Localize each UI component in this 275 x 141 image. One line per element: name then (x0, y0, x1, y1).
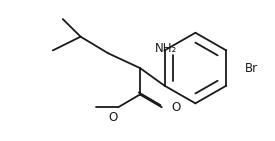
Text: O: O (109, 111, 118, 124)
Text: O: O (172, 101, 181, 114)
Text: NH₂: NH₂ (155, 42, 177, 55)
Text: Br: Br (245, 62, 258, 75)
